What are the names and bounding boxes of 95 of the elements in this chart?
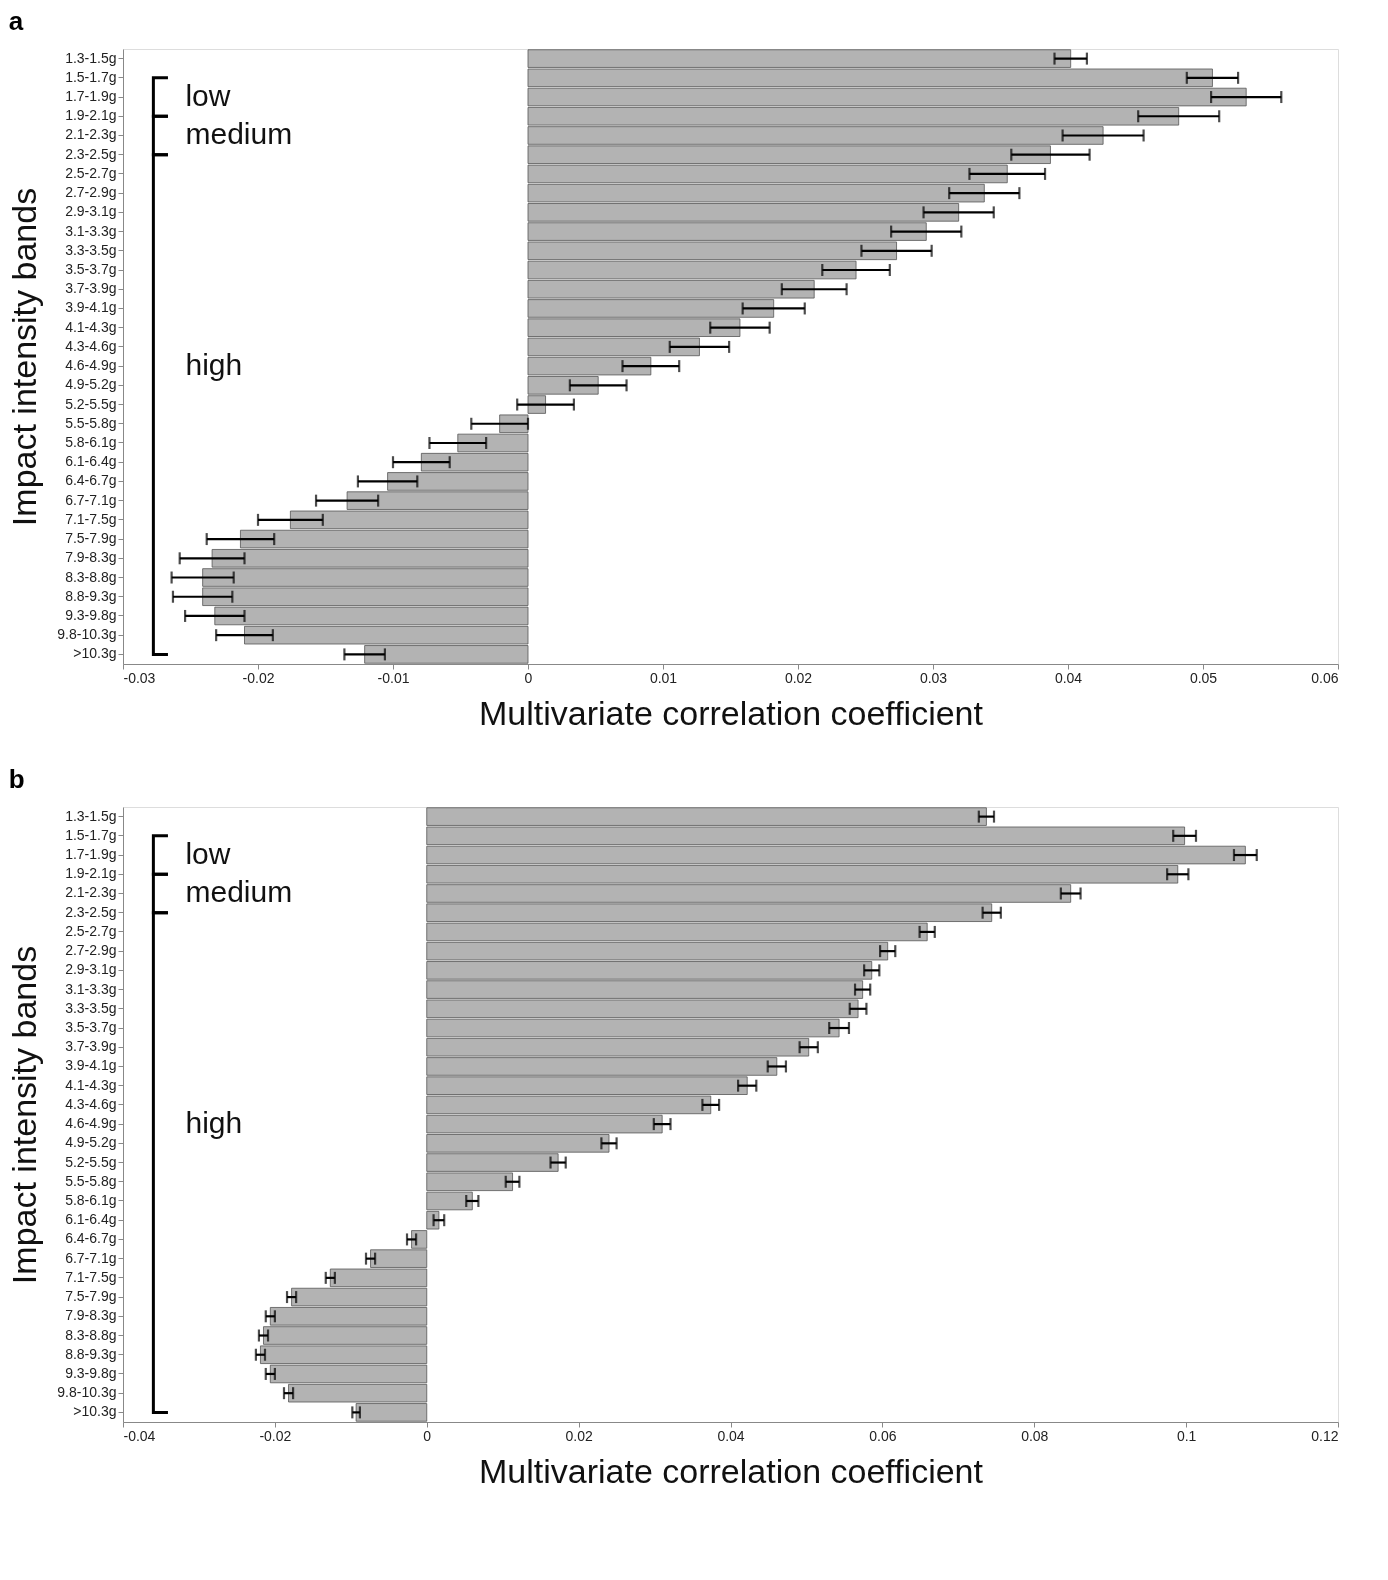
chart-title: a <box>8 6 24 36</box>
x-tick-label: -0.01 <box>377 669 410 686</box>
y-tick-label: 2.7-2.9g <box>65 942 117 959</box>
x-tick-label: 0 <box>423 1427 432 1444</box>
y-tick-label: 1.5-1.7g <box>65 68 117 85</box>
y-tick-label: >10.3g <box>73 645 117 662</box>
y-tick-label: 6.1-6.4g <box>65 453 117 470</box>
y-axis-title: Impact intensity bands <box>5 187 44 527</box>
y-tick-label: 1.3-1.5g <box>65 807 117 824</box>
y-tick-label: 4.6-4.9g <box>65 1115 117 1132</box>
y-tick-label: 8.3-8.8g <box>65 568 117 585</box>
y-tick-label: 2.5-2.7g <box>65 164 117 181</box>
x-tick-label: -0.02 <box>242 669 275 686</box>
y-tick-label: 1.7-1.9g <box>65 88 117 105</box>
y-tick-label: 4.9-5.2g <box>65 376 117 393</box>
x-tick-label: 0.04 <box>1054 669 1083 686</box>
x-tick-label: 0.12 <box>1311 1427 1339 1444</box>
annotation: low <box>185 837 231 871</box>
y-tick-label: 2.5-2.7g <box>65 922 117 939</box>
y-axis-title: Impact intensity bands <box>5 945 44 1285</box>
x-tick-label: -0.02 <box>259 1427 292 1444</box>
y-tick-label: 9.3-9.8g <box>65 606 117 623</box>
y-tick-label: 6.7-7.1g <box>65 1249 117 1266</box>
y-tick-label: 9.8-10.3g <box>57 626 117 643</box>
x-axis-title: Multivariate correlation coefficient <box>479 693 984 732</box>
y-tick-label: 4.3-4.6g <box>65 1095 117 1112</box>
y-tick-label: 2.7-2.9g <box>65 184 117 201</box>
x-tick-label: 0.06 <box>869 1427 897 1444</box>
annotation: low <box>185 79 231 113</box>
y-tick-label: 6.1-6.4g <box>65 1211 117 1228</box>
y-tick-label: 6.7-7.1g <box>65 491 117 508</box>
y-tick-label: 1.7-1.9g <box>65 846 117 863</box>
y-tick-label: 7.9-8.3g <box>65 549 117 566</box>
y-tick-label: 8.3-8.8g <box>65 1326 117 1343</box>
annotation: high <box>185 1106 243 1140</box>
y-tick-label: 6.4-6.7g <box>65 1230 117 1247</box>
y-tick-label: 4.9-5.2g <box>65 1134 117 1151</box>
x-tick-label: 0.1 <box>1176 1427 1197 1444</box>
y-tick-label: 3.1-3.3g <box>65 980 117 997</box>
x-tick-label: 0.01 <box>649 669 678 686</box>
y-tick-label: 5.2-5.5g <box>65 395 117 412</box>
y-tick-label: 3.9-4.1g <box>65 1057 117 1074</box>
x-tick-label: 0.02 <box>784 669 813 686</box>
y-tick-label: 7.5-7.9g <box>65 530 117 547</box>
y-tick-label: 8.8-9.3g <box>65 1345 117 1362</box>
annotation: high <box>185 348 243 382</box>
y-tick-label: 5.5-5.8g <box>65 1172 117 1189</box>
annotation: medium <box>185 875 293 909</box>
y-tick-label: 8.8-9.3g <box>65 587 117 604</box>
y-tick-label: 3.7-3.9g <box>65 280 117 297</box>
y-tick-label: 5.2-5.5g <box>65 1153 117 1170</box>
x-tick-label: 0.03 <box>919 669 948 686</box>
annotation: medium <box>185 117 293 151</box>
y-tick-label: 2.9-3.1g <box>65 203 117 220</box>
y-tick-label: 5.8-6.1g <box>65 433 117 450</box>
y-tick-label: >10.3g <box>73 1403 117 1420</box>
y-tick-label: 2.1-2.3g <box>65 884 117 901</box>
y-tick-label: 2.3-2.5g <box>65 145 117 162</box>
y-tick-label: 1.3-1.5g <box>65 49 117 66</box>
y-tick-label: 9.3-9.8g <box>65 1364 117 1381</box>
chart-title: b <box>8 764 25 794</box>
y-tick-label: 1.9-2.1g <box>65 865 117 882</box>
x-tick-label: 0.02 <box>565 1427 593 1444</box>
y-tick-label: 7.1-7.5g <box>65 1268 117 1285</box>
x-tick-label: -0.04 <box>123 1427 156 1444</box>
y-tick-label: 2.1-2.3g <box>65 126 117 143</box>
x-tick-label: 0.05 <box>1189 669 1218 686</box>
y-tick-label: 4.6-4.9g <box>65 357 117 374</box>
y-tick-label: 1.5-1.7g <box>65 826 117 843</box>
y-tick-label: 1.9-2.1g <box>65 107 117 124</box>
y-tick-label: 7.9-8.3g <box>65 1307 117 1324</box>
x-tick-label: 0.06 <box>1311 669 1339 686</box>
y-tick-label: 3.3-3.5g <box>65 999 117 1016</box>
x-tick-label: -0.03 <box>123 669 156 686</box>
y-tick-label: 5.8-6.1g <box>65 1191 117 1208</box>
y-tick-label: 5.5-5.8g <box>65 414 117 431</box>
y-tick-label: 9.8-10.3g <box>57 1384 117 1401</box>
y-tick-label: 3.5-3.7g <box>65 1019 117 1036</box>
y-tick-label: 7.5-7.9g <box>65 1288 117 1305</box>
y-tick-label: 3.5-3.7g <box>65 261 117 278</box>
x-tick-label: 0.04 <box>717 1427 745 1444</box>
y-tick-label: 4.3-4.6g <box>65 337 117 354</box>
y-tick-label: 4.1-4.3g <box>65 318 117 335</box>
x-tick-label: 0 <box>524 669 533 686</box>
y-tick-label: 3.1-3.3g <box>65 222 117 239</box>
y-tick-label: 2.9-3.1g <box>65 961 117 978</box>
y-tick-label: 3.3-3.5g <box>65 241 117 258</box>
x-axis-title: Multivariate correlation coefficient <box>479 1451 984 1490</box>
x-tick-label: 0.08 <box>1021 1427 1049 1444</box>
y-tick-label: 2.3-2.5g <box>65 903 117 920</box>
y-tick-label: 3.9-4.1g <box>65 299 117 316</box>
y-tick-label: 3.7-3.9g <box>65 1038 117 1055</box>
y-tick-label: 4.1-4.3g <box>65 1076 117 1093</box>
y-tick-label: 6.4-6.7g <box>65 472 117 489</box>
y-tick-label: 7.1-7.5g <box>65 510 117 527</box>
